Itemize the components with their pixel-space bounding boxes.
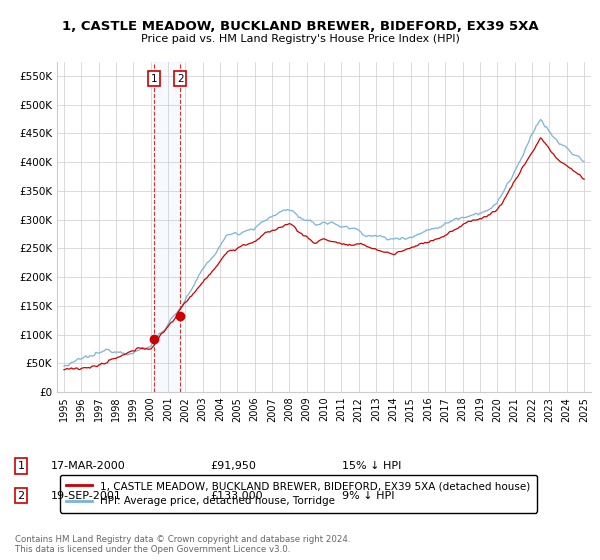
Text: 9% ↓ HPI: 9% ↓ HPI — [342, 491, 395, 501]
Text: £91,950: £91,950 — [210, 461, 256, 471]
Text: Contains HM Land Registry data © Crown copyright and database right 2024.
This d: Contains HM Land Registry data © Crown c… — [15, 535, 350, 554]
Text: £133,000: £133,000 — [210, 491, 263, 501]
Text: 2: 2 — [17, 491, 25, 501]
Text: 19-SEP-2001: 19-SEP-2001 — [51, 491, 122, 501]
Text: Price paid vs. HM Land Registry's House Price Index (HPI): Price paid vs. HM Land Registry's House … — [140, 34, 460, 44]
Legend: 1, CASTLE MEADOW, BUCKLAND BREWER, BIDEFORD, EX39 5XA (detached house), HPI: Ave: 1, CASTLE MEADOW, BUCKLAND BREWER, BIDEF… — [59, 475, 536, 512]
Text: 15% ↓ HPI: 15% ↓ HPI — [342, 461, 401, 471]
Bar — [154, 62, 180, 392]
Text: 1: 1 — [151, 74, 158, 84]
Text: 2: 2 — [177, 74, 184, 84]
Text: 1, CASTLE MEADOW, BUCKLAND BREWER, BIDEFORD, EX39 5XA: 1, CASTLE MEADOW, BUCKLAND BREWER, BIDEF… — [62, 20, 538, 32]
Text: 1: 1 — [17, 461, 25, 471]
Text: 17-MAR-2000: 17-MAR-2000 — [51, 461, 126, 471]
